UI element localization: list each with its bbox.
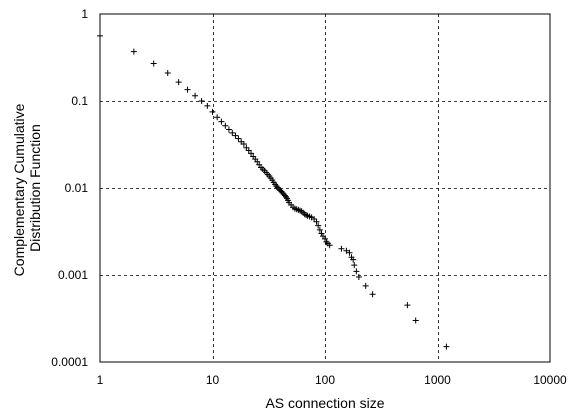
data-point xyxy=(240,141,247,148)
data-point xyxy=(443,343,450,350)
data-point xyxy=(343,247,350,254)
data-point xyxy=(198,98,205,104)
plot-frame xyxy=(99,13,551,363)
data-point xyxy=(150,60,157,67)
data-point xyxy=(192,92,199,99)
data-point xyxy=(229,129,236,136)
data-point xyxy=(130,48,137,55)
data-point xyxy=(313,218,320,225)
data-point xyxy=(248,150,255,157)
data-point xyxy=(338,245,345,252)
data-point xyxy=(164,69,171,76)
data-point xyxy=(355,273,362,280)
data-point xyxy=(315,222,322,229)
data-point xyxy=(282,193,289,200)
data-point xyxy=(303,211,310,218)
x-tick-label: 100 xyxy=(315,373,335,387)
y-tick-label: 0.1 xyxy=(71,94,88,108)
data-point xyxy=(353,268,360,275)
data-point xyxy=(273,183,280,190)
gridlines xyxy=(100,14,550,362)
y-tick-label: 0.001 xyxy=(58,268,88,282)
x-tick-label: 1 xyxy=(97,373,104,387)
data-point xyxy=(404,302,411,309)
x-tick-label: 10000 xyxy=(533,373,567,387)
data-point xyxy=(232,132,239,139)
data-point xyxy=(97,32,103,39)
y-tick-label: 1 xyxy=(81,7,88,21)
data-point xyxy=(204,102,211,109)
data-point xyxy=(362,282,369,289)
data-point xyxy=(326,242,333,249)
y-tick-label: 0.0001 xyxy=(51,355,88,369)
y-axis-title-line-2: Distribution Function xyxy=(27,124,43,252)
y-tick-labels: 1 0.1 0.01 0.001 0.0001 xyxy=(51,7,88,369)
data-point xyxy=(412,317,419,324)
data-point xyxy=(214,114,221,121)
data-point xyxy=(369,291,376,298)
x-axis-title: AS connection size xyxy=(265,395,384,411)
data-point xyxy=(235,135,242,142)
y-axis-title-line-1: Complementary Cumulative xyxy=(11,103,27,276)
x-tick-labels: 1 10 100 1000 10000 xyxy=(97,373,567,387)
data-point xyxy=(225,126,232,133)
data-point xyxy=(351,262,358,269)
data-point xyxy=(209,108,216,115)
x-tick-label: 10 xyxy=(206,373,220,387)
y-tick-label: 0.01 xyxy=(65,181,89,195)
data-points xyxy=(97,32,450,350)
data-point xyxy=(350,256,357,263)
data-point xyxy=(184,86,191,93)
data-point xyxy=(322,235,328,242)
data-point xyxy=(316,226,323,233)
x-tick-label: 1000 xyxy=(424,373,451,387)
data-point xyxy=(218,118,225,125)
data-point xyxy=(222,122,229,129)
data-point xyxy=(175,79,182,86)
data-point xyxy=(346,249,353,256)
y-axis-title: Complementary Cumulative Distribution Fu… xyxy=(11,100,43,277)
